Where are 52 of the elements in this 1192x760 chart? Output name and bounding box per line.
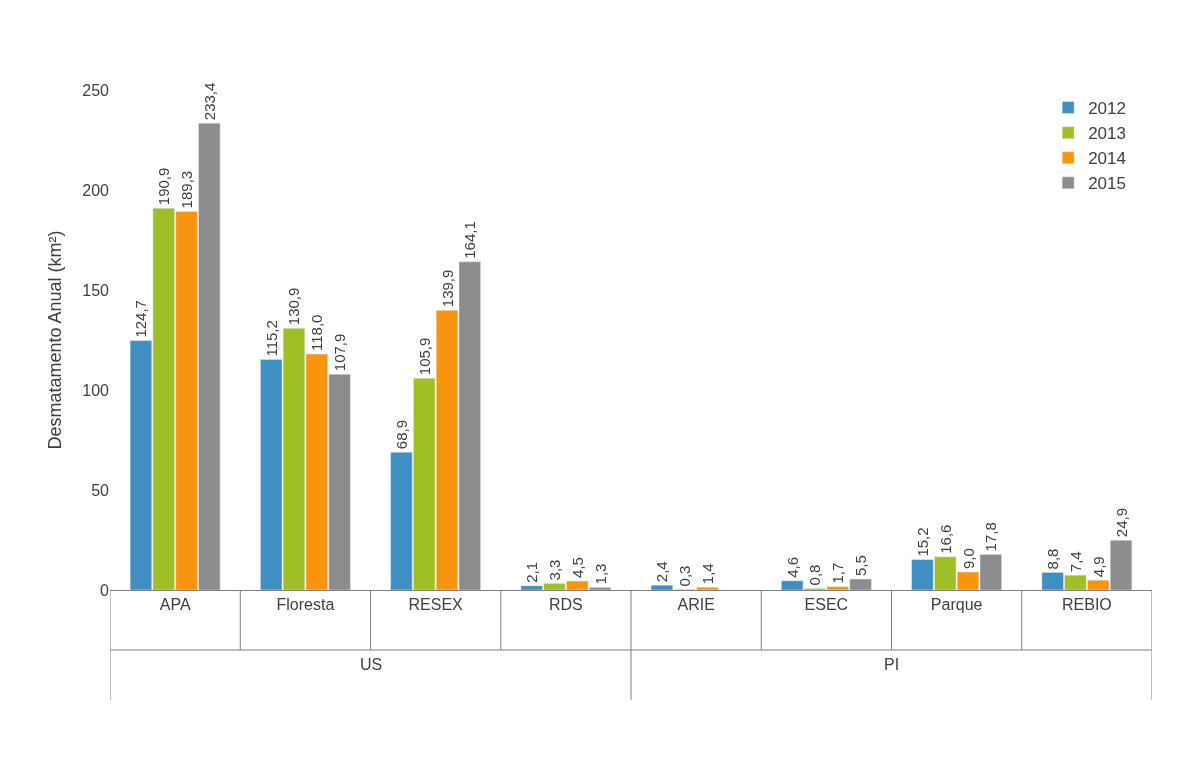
data-label: 4,6 [783, 556, 801, 578]
x-tick-label: RESEX [408, 596, 464, 614]
y-tick-label: 50 [91, 481, 110, 499]
data-label: 3,3 [545, 559, 563, 581]
data-label: 7,4 [1066, 551, 1084, 573]
text: US [360, 656, 383, 673]
data-label: 105,9 [415, 337, 433, 376]
data-label: 4,9 [1089, 556, 1107, 578]
y-axis-title: Desmatamento Anual (km²) [45, 230, 66, 450]
data-label: 2,4 [653, 561, 671, 583]
data-label: 139,9 [438, 269, 456, 308]
data-label: 24,9 [1112, 508, 1130, 538]
data-label: 68,9 [392, 420, 410, 450]
data-label: 164,1 [461, 221, 479, 259]
x-tick-label: REBIO [1061, 596, 1112, 614]
legend-label: 2015 [1088, 174, 1126, 194]
data-label: 233,4 [200, 82, 218, 121]
data-label: 115,2 [262, 320, 280, 357]
x-tick-label: ESEC [804, 596, 849, 614]
y-tick-label: 200 [82, 181, 110, 199]
data-label: 9,0 [959, 548, 977, 569]
y-tick-label: 0 [100, 581, 110, 599]
data-label: 0,8 [806, 564, 824, 586]
legend-label: 2013 [1088, 124, 1126, 144]
data-label: 16,6 [936, 524, 954, 554]
data-label: 4,5 [568, 557, 586, 578]
data-label: 8,8 [1044, 548, 1062, 570]
data-label: 1,3 [591, 563, 609, 585]
data-label: 17,8 [982, 522, 1000, 552]
data-label: 1,7 [829, 562, 847, 584]
data-label: 1,4 [699, 563, 717, 585]
data-label: 130,9 [285, 287, 303, 326]
data-label: 0,3 [676, 565, 694, 587]
data-label: 124,7 [132, 300, 150, 338]
y-tick-label: 250 [82, 81, 110, 99]
data-label: 118,0 [308, 314, 326, 351]
x-tick-label: RDS [548, 596, 583, 614]
data-label: 15,2 [913, 527, 931, 557]
data-label: 190,9 [155, 167, 173, 206]
x-tick-label: Floresta [276, 596, 335, 614]
x-tick-label: ARIE [677, 596, 715, 614]
data-label: 2,1 [523, 561, 541, 583]
data-label: 5,5 [852, 555, 870, 576]
data-label: 107,9 [331, 333, 349, 372]
data-label: 189,3 [178, 170, 196, 209]
y-tick-label: 100 [82, 381, 110, 399]
x-tick-label: APA [159, 596, 191, 614]
y-tick-label: 150 [82, 281, 110, 299]
x-tick-label: Parque [930, 596, 983, 614]
legend-label: 2012 [1088, 99, 1126, 119]
text: PI [884, 656, 900, 673]
legend-label: 2014 [1088, 149, 1126, 169]
